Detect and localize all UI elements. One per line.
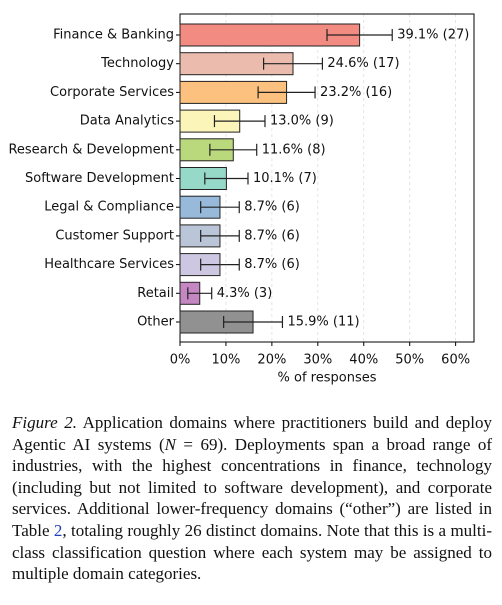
x-tick-label: 20% xyxy=(257,353,286,368)
x-tick-label: 10% xyxy=(211,353,240,368)
value-label: 23.2% (16) xyxy=(320,85,392,100)
x-tick-label: 50% xyxy=(395,353,424,368)
y-tick-label: Customer Support xyxy=(55,228,174,243)
caption-label: Figure 2. xyxy=(12,413,77,432)
value-label: 39.1% (27) xyxy=(397,28,469,43)
caption-text: , totaling roughly 26 distinct domains. … xyxy=(12,520,492,584)
value-label: 8.7% (6) xyxy=(244,200,300,215)
value-label: 11.6% (8) xyxy=(262,142,326,157)
y-tick-label: Software Development xyxy=(25,171,174,186)
y-tick-label: Data Analytics xyxy=(80,114,174,129)
x-tick-label: 40% xyxy=(349,353,378,368)
y-tick-label: Other xyxy=(137,315,175,330)
x-axis-label: % of responses xyxy=(278,371,377,386)
value-label: 4.3% (3) xyxy=(217,286,273,301)
x-tick-label: 30% xyxy=(303,353,332,368)
y-tick-label: Finance & Banking xyxy=(53,28,174,43)
caption: Figure 2. Application domains where prac… xyxy=(12,412,492,585)
caption-text: Application domains where practitioners … xyxy=(12,413,493,454)
value-label: 8.7% (6) xyxy=(244,257,300,272)
caption-math: N xyxy=(164,434,176,454)
value-label: 15.9% (11) xyxy=(287,315,359,330)
y-tick-label: Research & Development xyxy=(8,142,174,157)
y-tick-label: Retail xyxy=(137,286,174,301)
y-tick-label: Corporate Services xyxy=(50,85,174,100)
value-label: 24.6% (17) xyxy=(327,56,399,71)
value-label: 10.1% (7) xyxy=(253,171,317,186)
x-tick-label: 0% xyxy=(170,353,191,368)
y-tick-label: Technology xyxy=(100,56,174,71)
table-link[interactable]: 2 xyxy=(53,520,63,540)
caption-text: = 69). Deployments span a broad range of… xyxy=(12,434,492,540)
value-label: 13.0% (9) xyxy=(270,114,334,129)
chart: % of responses 0% 10% 20% 30% 40% 50% 60% Finan… xyxy=(8,13,475,386)
y-tick-label: Healthcare Services xyxy=(44,257,174,272)
value-label: 8.7% (6) xyxy=(244,228,300,243)
y-tick-label: Legal & Compliance xyxy=(44,200,174,215)
x-tick-label: 60% xyxy=(441,353,470,368)
